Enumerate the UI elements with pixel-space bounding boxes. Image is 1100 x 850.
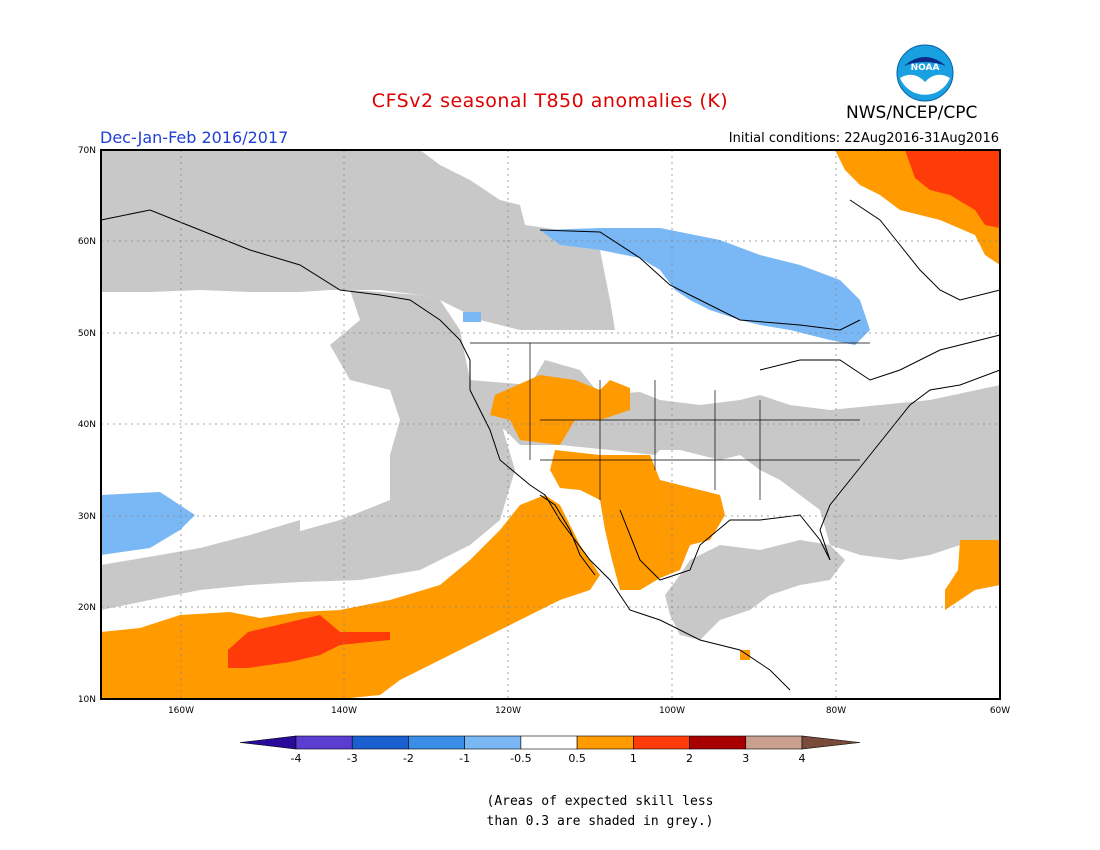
map-title: CFSv2 seasonal T850 anomalies (K)	[371, 90, 729, 112]
noaa-logo-text: NOAA	[911, 63, 940, 73]
lat-label: 40N	[78, 420, 96, 430]
strong-positive-anomaly-shading	[228, 150, 1000, 668]
state-borders	[470, 342, 870, 500]
colorbar-min-arrow	[239, 735, 297, 750]
lat-label: 10N	[78, 695, 96, 705]
colorbar-swatch	[633, 735, 690, 750]
colorbar-swatch	[689, 735, 747, 750]
agency-label: NWS/NCEP/CPC	[846, 103, 978, 123]
colorbar-tick-label: -4	[291, 752, 302, 765]
colorbar-tick-label: -2	[403, 752, 414, 765]
lon-label: 160W	[168, 706, 194, 716]
skill-note: (Areas of expected skill less than 0.3 a…	[420, 792, 780, 832]
colorbar-max-arrow	[801, 735, 861, 750]
initial-conditions: Initial conditions: 22Aug2016-31Aug2016	[728, 131, 999, 146]
colorbar-tick-label: 1	[630, 752, 637, 765]
colorbar-tick-label: -1	[459, 752, 470, 765]
colorbar-swatch	[408, 735, 465, 750]
lat-label: 30N	[78, 512, 96, 522]
colorbar-tick-label: -3	[347, 752, 358, 765]
lat-label: 20N	[78, 603, 96, 613]
coastlines	[100, 199, 1001, 691]
lat-label: 60N	[78, 237, 96, 247]
lat-label: 70N	[78, 146, 96, 156]
latitude-labels: 70N 60N 50N 40N 30N 20N 10N	[78, 146, 96, 705]
negative-anomaly-shading	[101, 228, 870, 555]
forecast-period: Dec-Jan-Feb 2016/2017	[100, 128, 289, 147]
lat-label: 50N	[78, 329, 96, 339]
noaa-logo: NOAA	[896, 44, 954, 102]
skill-note-line: (Areas of expected skill less	[486, 794, 714, 809]
colorbar-tick-label: 0.5	[568, 752, 586, 765]
colorbar-swatch	[351, 735, 409, 750]
longitude-labels: 160W 140W 120W 100W 80W 60W	[168, 706, 1010, 716]
lon-label: 100W	[659, 706, 685, 716]
low-skill-shading	[101, 150, 1000, 640]
colorbar-labels: -4 -3 -2 -1 -0.5 0.5 1 2 3 4	[291, 752, 806, 765]
lon-label: 120W	[495, 706, 521, 716]
colorbar-swatch	[520, 735, 578, 750]
colorbar-swatch	[295, 735, 353, 750]
skill-note-line: than 0.3 are shaded in grey.)	[486, 814, 714, 829]
lon-label: 140W	[331, 706, 357, 716]
colorbar-swatch	[576, 735, 634, 750]
colorbar-tick-label: 4	[799, 752, 806, 765]
lon-label: 60W	[990, 706, 1010, 716]
colorbar-tick-label: 2	[686, 752, 693, 765]
colorbar-swatch	[745, 735, 803, 750]
colorbar-swatch	[464, 735, 522, 750]
colorbar-tick-label: 3	[742, 752, 749, 765]
map-frame	[100, 149, 1001, 700]
lon-label: 80W	[826, 706, 846, 716]
colorbar-tick-label: -0.5	[510, 752, 531, 765]
graticule	[101, 150, 1000, 699]
colorbar	[239, 735, 861, 750]
